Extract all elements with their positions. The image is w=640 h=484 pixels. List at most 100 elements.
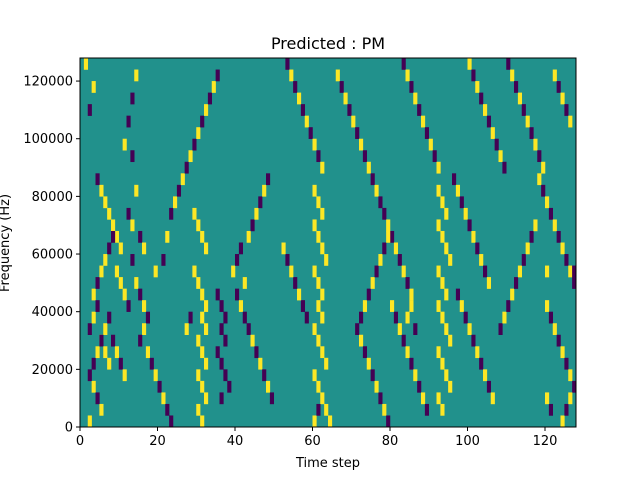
heatmap-cell bbox=[572, 265, 577, 278]
heatmap-cell bbox=[161, 254, 166, 266]
heatmap-cell bbox=[204, 300, 209, 312]
heatmap-cell bbox=[103, 196, 108, 209]
heatmap-cell bbox=[397, 323, 402, 335]
heatmap-cell bbox=[83, 58, 89, 70]
heatmap-cell bbox=[107, 357, 112, 370]
heatmap-cell bbox=[506, 58, 511, 70]
heatmap-cell bbox=[475, 346, 480, 359]
heatmap-cell bbox=[200, 311, 205, 324]
heatmap-cell bbox=[568, 369, 573, 382]
heatmap-cell bbox=[308, 127, 313, 139]
heatmap-cell bbox=[386, 219, 391, 232]
heatmap-cell bbox=[320, 207, 325, 220]
heatmap-cell bbox=[355, 127, 360, 139]
heatmap-cell bbox=[254, 346, 259, 359]
y-axis-label: Frequency (Hz) bbox=[0, 194, 13, 292]
x-tick-label: 0 bbox=[76, 434, 84, 449]
heatmap-cell bbox=[475, 242, 480, 255]
heatmap-cell bbox=[529, 230, 534, 243]
heatmap-cell bbox=[506, 300, 511, 312]
heatmap-cell bbox=[200, 380, 205, 393]
heatmap-cell bbox=[324, 254, 329, 266]
heatmap-cell bbox=[111, 334, 116, 347]
heatmap-cell bbox=[200, 230, 205, 243]
heatmap-cell bbox=[362, 150, 368, 163]
heatmap-cell bbox=[266, 380, 271, 393]
heatmap-cell bbox=[87, 415, 92, 428]
heatmap-cell bbox=[192, 138, 197, 151]
heatmap-cell bbox=[448, 334, 453, 347]
heatmap-cell bbox=[207, 92, 213, 105]
heatmap-cell bbox=[285, 58, 290, 70]
heatmap-cell bbox=[390, 300, 395, 312]
heatmap-cell bbox=[161, 392, 166, 405]
heatmap-cell bbox=[188, 150, 193, 163]
heatmap-cell bbox=[142, 323, 147, 335]
heatmap-cell bbox=[335, 69, 340, 82]
heatmap-cell bbox=[130, 219, 135, 232]
heatmap-cell bbox=[118, 242, 123, 255]
heatmap-cell bbox=[114, 230, 120, 243]
heatmap-cell bbox=[320, 311, 325, 324]
heatmap-cell bbox=[173, 196, 178, 209]
heatmap-cell bbox=[486, 115, 492, 128]
heatmap-cell bbox=[192, 207, 197, 220]
heatmap-cell bbox=[196, 403, 201, 416]
heatmap-cell bbox=[312, 323, 317, 335]
heatmap-cell bbox=[436, 265, 441, 278]
heatmap-cell bbox=[200, 115, 205, 128]
heatmap-cell bbox=[560, 346, 565, 359]
heatmap-cell bbox=[320, 161, 325, 174]
heatmap-cell bbox=[409, 357, 414, 370]
heatmap-cell bbox=[568, 115, 573, 128]
heatmap-cell bbox=[409, 300, 414, 312]
plot-frame bbox=[79, 57, 577, 428]
heatmap-cell bbox=[215, 288, 220, 301]
heatmap-cell bbox=[413, 92, 418, 105]
heatmap-cell bbox=[192, 265, 197, 278]
heatmap-cell bbox=[355, 323, 360, 335]
heatmap-cell bbox=[537, 173, 542, 186]
heatmap-cell bbox=[169, 415, 174, 428]
heatmap-cell bbox=[436, 392, 441, 405]
heatmap-cell bbox=[153, 369, 158, 382]
heatmap-cell bbox=[235, 254, 240, 266]
heatmap-cell bbox=[548, 311, 554, 324]
heatmap-cell bbox=[312, 184, 317, 197]
heatmap-cell bbox=[517, 265, 523, 278]
heatmap-cell bbox=[91, 288, 96, 301]
heatmap-cell bbox=[293, 81, 298, 93]
heatmap-cell bbox=[138, 334, 143, 347]
heatmap-cell bbox=[246, 323, 251, 335]
heatmap-cell bbox=[103, 323, 108, 335]
heatmap-cell bbox=[424, 127, 430, 139]
heatmap-cell bbox=[95, 346, 100, 359]
heatmap-cell bbox=[479, 92, 484, 105]
heatmap-cell bbox=[448, 254, 453, 266]
heatmap-cell bbox=[219, 392, 224, 405]
heatmap-cell bbox=[250, 334, 255, 347]
heatmap-cell bbox=[374, 265, 379, 278]
heatmap-cell bbox=[552, 219, 557, 232]
heatmap-cell bbox=[196, 219, 201, 232]
heatmap-cell bbox=[486, 380, 492, 393]
heatmap-cell bbox=[541, 161, 546, 174]
heatmap-cell bbox=[564, 104, 569, 116]
heatmap-cell bbox=[238, 242, 244, 255]
heatmap-cell bbox=[219, 323, 224, 335]
heatmap-cell bbox=[545, 196, 550, 209]
heatmap-cell bbox=[180, 173, 185, 186]
heatmap-cell bbox=[545, 392, 550, 405]
heatmap-cell bbox=[444, 242, 449, 255]
heatmap-cell bbox=[494, 138, 499, 151]
heatmap-cell bbox=[339, 81, 344, 93]
heatmap-cell bbox=[475, 81, 480, 93]
heatmap-cell bbox=[297, 288, 302, 301]
heatmap-cell bbox=[211, 81, 216, 93]
heatmap-cell bbox=[409, 81, 414, 93]
heatmap-cell bbox=[366, 288, 371, 301]
heatmap-cell bbox=[126, 115, 131, 128]
heatmap-cell bbox=[490, 392, 495, 405]
heatmap-cell bbox=[401, 334, 406, 347]
